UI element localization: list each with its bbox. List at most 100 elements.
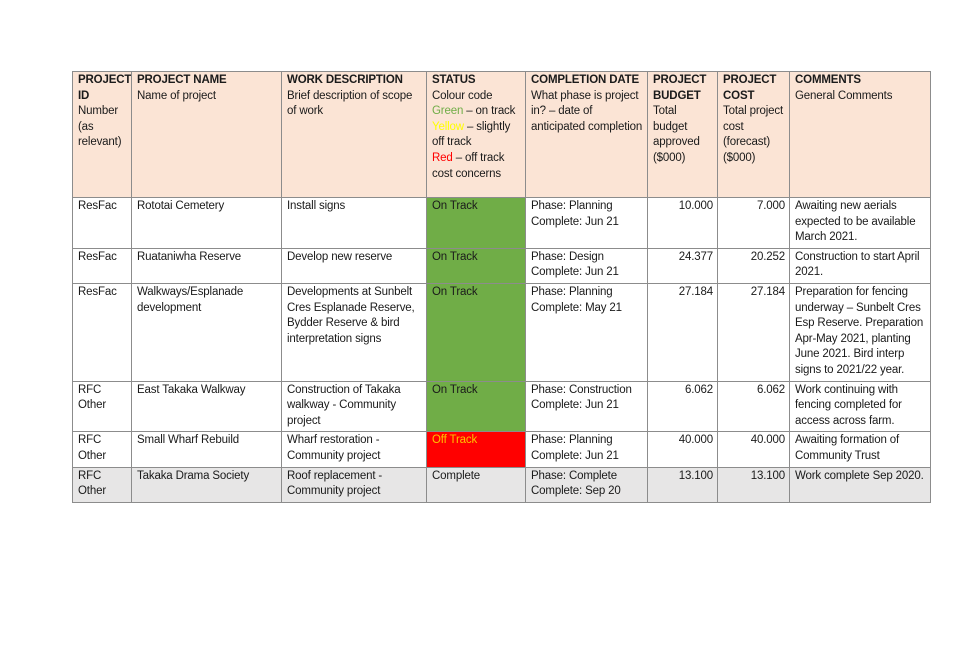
table-body: ResFac Rototai Cemetery Install signs On Tr… xyxy=(72,197,931,503)
cell-text: Work continuing with fencing completed f… xyxy=(795,383,902,427)
table-cell: Construction to start April 2021. xyxy=(789,247,931,284)
cell-text: Takaka Drama Society xyxy=(137,469,250,482)
table-cell: 27.184 xyxy=(717,282,790,382)
table-cell: Work complete Sep 2020. xyxy=(789,466,931,503)
table-cell: 40.000 xyxy=(647,431,718,468)
cell-text: Construction to start April 2021. xyxy=(795,250,920,279)
cell-text: Phase: Planning Complete: Jun 21 xyxy=(531,434,619,462)
cell-text: Preparation for fencing underway – Sunbe… xyxy=(795,285,924,376)
table-cell: 27.184 xyxy=(647,282,718,382)
cell-text: 13.100 xyxy=(750,469,785,482)
table-cell: RFC Other xyxy=(72,466,132,503)
legend-line: Green – on track xyxy=(432,104,521,120)
legend-text: – on track xyxy=(463,105,516,118)
legend-text: – slightly off track xyxy=(432,120,511,149)
cell-text: RFC Other xyxy=(78,434,107,462)
table-cell: ResFac xyxy=(72,282,132,382)
header-title: WORK DESCRIPTION xyxy=(287,74,403,86)
legend-word: Red xyxy=(432,151,453,164)
table-cell: On Track xyxy=(426,282,526,382)
table-cell: Construction of Takaka walkway - Communi… xyxy=(281,380,427,433)
table-cell: RFC Other xyxy=(72,380,132,433)
header-title: STATUS xyxy=(432,74,476,86)
header-cell: PROJECT BUDGET Total budget approved ($00… xyxy=(647,71,718,198)
table-cell: Complete xyxy=(426,466,526,503)
header-cell: WORK DESCRIPTION Brief description of sco… xyxy=(281,71,427,198)
status-table: PROJECT ID Number (as relevant) PROJECT NA… xyxy=(72,71,931,503)
cell-text: Develop new reserve xyxy=(287,250,393,263)
header-cell: COMMENTS General Comments xyxy=(789,71,931,198)
table-cell: ResFac xyxy=(72,247,132,284)
header-title: COMMENTS xyxy=(795,74,861,86)
cell-text: 13.100 xyxy=(678,469,713,482)
cell-text: ResFac xyxy=(78,250,117,263)
cell-text: Phase: Construction Complete: Jun 21 xyxy=(531,383,632,412)
header-title: PROJECT COST xyxy=(723,74,777,102)
header-cell: PROJECT NAME Name of project xyxy=(131,71,282,198)
cell-text: 24.377 xyxy=(678,250,713,263)
cell-text: Awaiting formation of Community Trust xyxy=(795,434,900,462)
cell-text: Phase: Planning Complete: Jun 21 xyxy=(531,200,619,228)
table-cell: Phase: Planning Complete: Jun 21 xyxy=(525,197,648,249)
cell-text: Small Wharf Rebuild xyxy=(137,434,239,447)
table-cell: 13.100 xyxy=(717,466,790,503)
table-cell: Small Wharf Rebuild xyxy=(131,431,282,468)
cell-text: 6.062 xyxy=(684,383,713,396)
table-cell: Phase: Design Complete: Jun 21 xyxy=(525,247,648,284)
status-label: On Track xyxy=(432,285,478,298)
status-label: Complete xyxy=(432,469,481,482)
cell-text: 27.184 xyxy=(750,285,785,298)
status-label: On Track xyxy=(432,200,478,212)
status-label: On Track xyxy=(432,250,478,263)
table-cell: On Track xyxy=(426,380,526,433)
cell-text: ResFac xyxy=(78,200,117,212)
cell-text: Phase: Design Complete: Jun 21 xyxy=(531,250,619,279)
table-cell: RFC Other xyxy=(72,431,132,468)
table-row: RFC Other Takaka Drama Society Roof replac… xyxy=(72,466,931,503)
cell-text: Roof replacement - Community project xyxy=(287,469,383,498)
cell-text: Phase: Complete Complete: Sep 20 xyxy=(531,469,621,498)
table-cell: Rototai Cemetery xyxy=(131,197,282,249)
legend-word: Green xyxy=(432,105,464,118)
table-row: ResFac Walkways/Esplanade development Deve… xyxy=(72,282,931,382)
table-cell: Ruataniwha Reserve xyxy=(131,247,282,284)
cell-text: Install signs xyxy=(287,200,346,212)
table-cell: 6.062 xyxy=(717,380,790,433)
header-title: COMPLETION DATE xyxy=(531,74,640,86)
cell-text: 27.184 xyxy=(678,285,713,298)
header-desc: Total project cost (forecast) ($000) xyxy=(723,105,784,164)
table-cell: Takaka Drama Society xyxy=(131,466,282,503)
table-cell: 24.377 xyxy=(647,247,718,284)
table-cell: On Track xyxy=(426,197,526,249)
table-cell: 7.000 xyxy=(717,197,790,249)
table-row: RFC Other East Takaka Walkway Construction… xyxy=(72,380,931,433)
header-title: PROJECT ID xyxy=(78,74,132,102)
cell-text: 40.000 xyxy=(678,434,713,447)
table-cell: Phase: Complete Complete: Sep 20 xyxy=(525,466,648,503)
table-cell: Preparation for fencing underway – Sunbe… xyxy=(789,282,931,382)
header-desc: Number (as relevant) xyxy=(78,105,122,149)
table-cell: On Track xyxy=(426,247,526,284)
table-cell: 13.100 xyxy=(647,466,718,503)
table-cell: Developments at Sunbelt Cres Esplanade R… xyxy=(281,282,427,382)
cell-text: Wharf restoration - Community project xyxy=(287,434,381,462)
cell-text: 10.000 xyxy=(678,200,713,212)
legend-text: – off track cost concerns xyxy=(432,151,505,180)
cell-text: RFC Other xyxy=(78,383,107,412)
header-desc: Total budget approved ($000) xyxy=(653,105,700,164)
table-cell: Wharf restoration - Community project xyxy=(281,431,427,468)
cell-text: 6.062 xyxy=(756,383,785,396)
status-label: Off Track xyxy=(432,434,478,447)
table-cell: Phase: Construction Complete: Jun 21 xyxy=(525,380,648,433)
legend-line: Red – off track cost concerns xyxy=(432,151,521,182)
status-label: On Track xyxy=(432,383,478,396)
table-row: RFC Other Small Wharf Rebuild Wharf restor… xyxy=(72,431,931,468)
table-cell: East Takaka Walkway xyxy=(131,380,282,433)
cell-text: Construction of Takaka walkway - Communi… xyxy=(287,383,401,427)
cell-text: 20.252 xyxy=(750,250,785,263)
table-row: ResFac Ruataniwha Reserve Develop new rese… xyxy=(72,247,931,284)
header-cell: COMPLETION DATE What phase is project in?… xyxy=(525,71,648,198)
table-cell: ResFac xyxy=(72,197,132,249)
header-desc: Name of project xyxy=(137,89,216,102)
header-row: PROJECT ID Number (as relevant) PROJECT NA… xyxy=(72,71,931,198)
